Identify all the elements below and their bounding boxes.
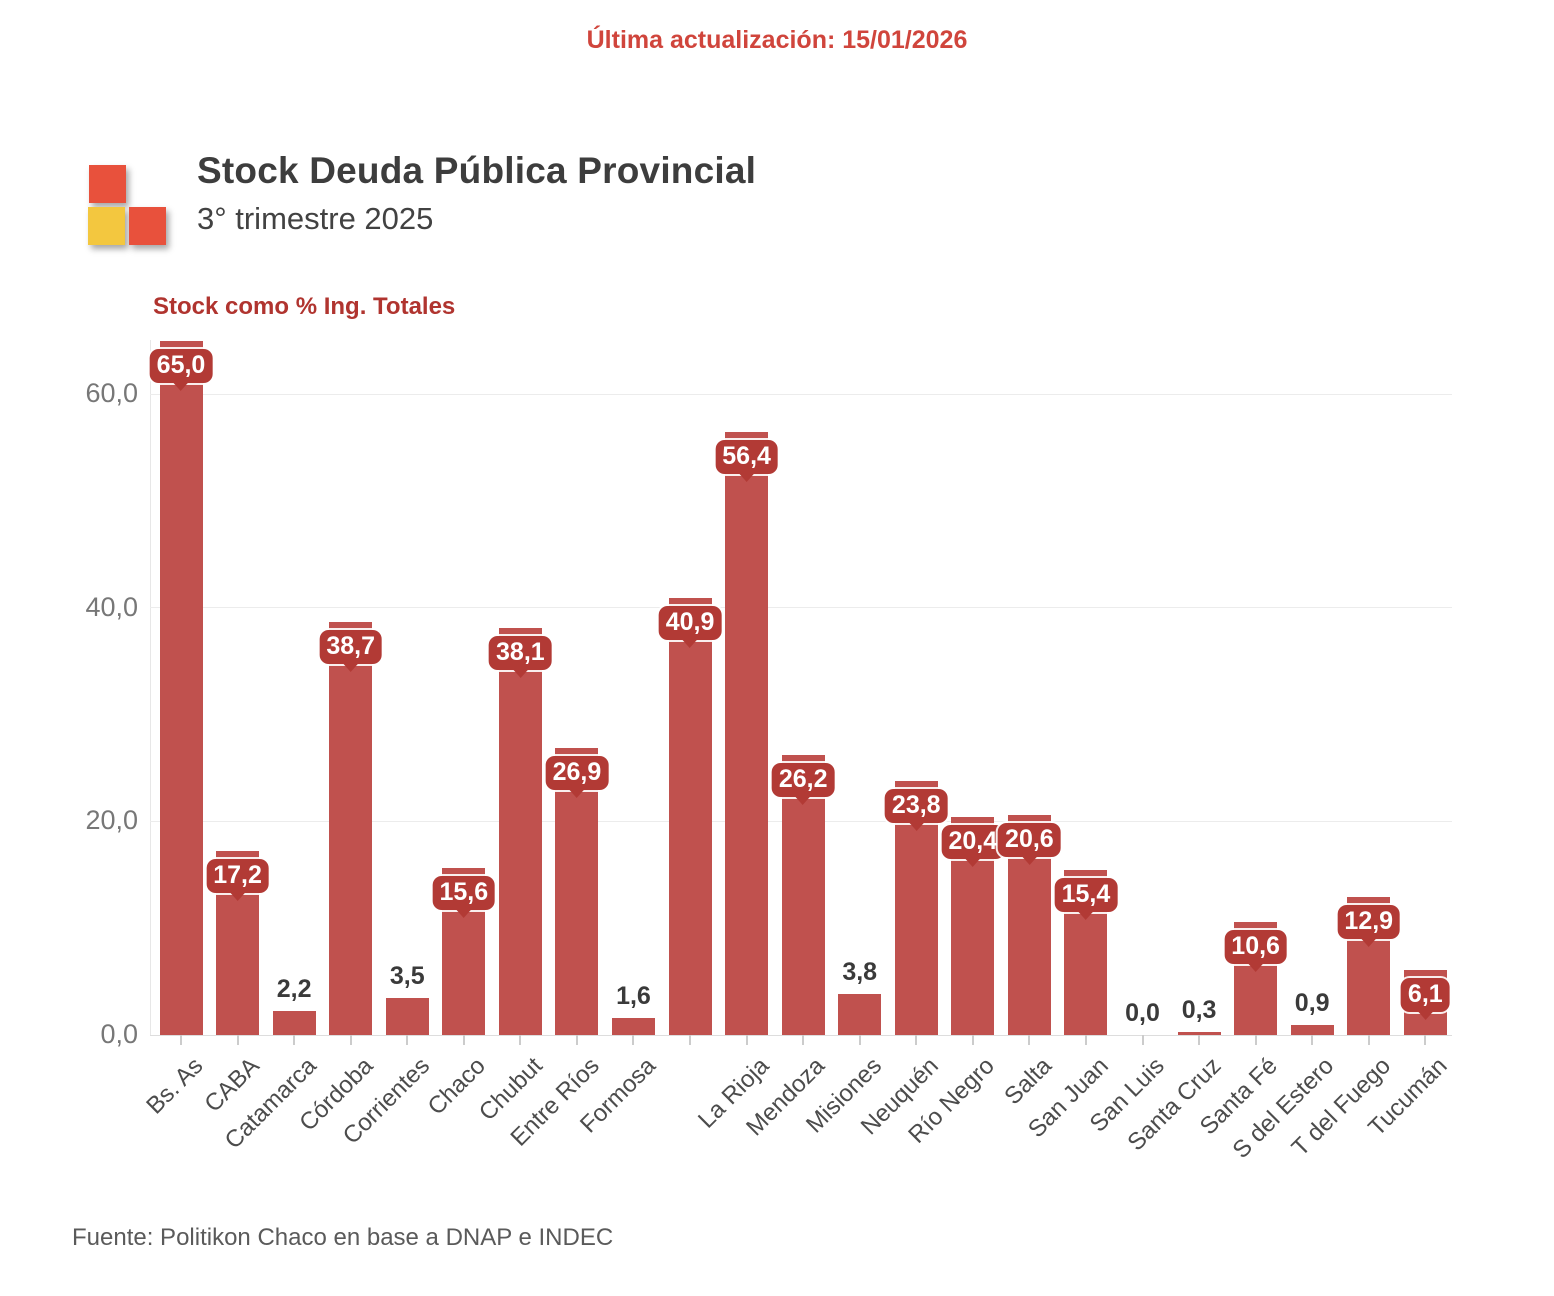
x-tick-mark bbox=[1254, 1035, 1257, 1045]
x-tick-mark bbox=[462, 1035, 465, 1045]
logo-square-yellow bbox=[88, 207, 125, 245]
y-axis-line bbox=[150, 340, 151, 1035]
x-tick-mark bbox=[1141, 1035, 1144, 1045]
value-label-pill: 15,6 bbox=[432, 876, 496, 911]
value-label-pill: 20,4 bbox=[941, 825, 1005, 860]
x-tick-mark bbox=[575, 1035, 578, 1045]
x-tick-mark bbox=[236, 1035, 239, 1045]
x-tick-mark bbox=[858, 1035, 861, 1045]
value-label: 2,2 bbox=[276, 975, 312, 1004]
bar-Formosa bbox=[611, 1017, 655, 1035]
logo-square-red-top bbox=[89, 165, 126, 203]
x-tick-mark bbox=[632, 1035, 635, 1045]
y-tick-label: 60,0 bbox=[85, 378, 138, 409]
x-tick-mark bbox=[1367, 1035, 1370, 1045]
bar-Chubut bbox=[498, 627, 542, 1035]
value-label-pill: 10,6 bbox=[1224, 929, 1287, 964]
last-update-text: Última actualización: 15/01/2026 bbox=[586, 26, 968, 54]
bar-unlabeled bbox=[668, 598, 712, 1035]
y-tick-label: 20,0 bbox=[85, 805, 138, 836]
value-label-pill: 56,4 bbox=[715, 440, 778, 475]
value-label: 0,3 bbox=[1181, 995, 1217, 1024]
value-label-pill: 26,2 bbox=[771, 763, 835, 798]
value-label: 1,6 bbox=[616, 981, 651, 1010]
chart-title: Stock como % Ing. Totales bbox=[153, 293, 456, 320]
x-tick-mark bbox=[180, 1035, 182, 1045]
value-label-pill: 26,9 bbox=[545, 755, 609, 790]
value-label-pill: 23,8 bbox=[884, 788, 948, 823]
x-tick-mark bbox=[915, 1035, 918, 1045]
gridline-y40 bbox=[150, 607, 1452, 609]
x-tick-label: Bs. As bbox=[141, 1052, 209, 1120]
value-label-pill: 38,7 bbox=[319, 629, 383, 664]
bar-S del Estero bbox=[1290, 1025, 1334, 1035]
value-label-pill: 12,9 bbox=[1337, 905, 1401, 940]
x-tick-mark bbox=[293, 1035, 296, 1045]
x-tick-mark bbox=[802, 1035, 805, 1045]
bar-Corrientes bbox=[385, 997, 429, 1035]
bar-chart-plot-area: 65,0 Bs. As 17,2 CABA 2,2 Catamarca 38,7 Córdob… bbox=[141, 340, 1453, 1164]
x-tick-mark bbox=[406, 1035, 409, 1045]
gridline-y60 bbox=[150, 393, 1452, 395]
politikon-logo bbox=[88, 163, 178, 253]
x-tick-mark bbox=[1311, 1035, 1314, 1045]
value-label: 0,9 bbox=[1294, 989, 1330, 1018]
source-note: Fuente: Politikon Chaco en base a DNAP e… bbox=[72, 1224, 614, 1251]
value-label-pill: 15,4 bbox=[1054, 878, 1118, 913]
x-tick-mark bbox=[1198, 1035, 1201, 1045]
x-tick-mark bbox=[1424, 1035, 1427, 1045]
x-tick-mark bbox=[1028, 1035, 1031, 1045]
y-tick-label: 40,0 bbox=[85, 591, 138, 622]
x-tick-mark bbox=[689, 1035, 692, 1045]
value-label-pill: 17,2 bbox=[206, 859, 269, 894]
page-title: Stock Deuda Pública Provincial bbox=[197, 150, 757, 191]
value-label: 0,0 bbox=[1125, 999, 1160, 1027]
page-subtitle: 3° trimestre 2025 bbox=[197, 201, 434, 236]
value-label-pill: 65,0 bbox=[149, 348, 213, 383]
logo-square-red-right bbox=[129, 207, 166, 245]
x-tick-mark bbox=[349, 1035, 352, 1045]
x-tick-mark bbox=[745, 1035, 748, 1045]
bar-Bs. As bbox=[159, 340, 203, 1035]
value-label-pill: 38,1 bbox=[489, 635, 552, 670]
x-tick-mark bbox=[971, 1035, 974, 1045]
value-label-pill: 6,1 bbox=[1400, 977, 1450, 1012]
x-tick-mark bbox=[519, 1035, 522, 1045]
value-label-pill: 20,6 bbox=[998, 822, 1061, 857]
bar-Catamarca bbox=[272, 1011, 316, 1035]
bar-Córdoba bbox=[329, 621, 373, 1035]
value-label: 3,8 bbox=[842, 958, 878, 987]
bar-La Rioja bbox=[725, 432, 769, 1035]
value-label-pill: 40,9 bbox=[658, 606, 722, 641]
bar-Misiones bbox=[838, 994, 882, 1035]
bar-Santa Cruz bbox=[1177, 1031, 1221, 1035]
value-label: 3,5 bbox=[389, 961, 425, 990]
x-tick-mark bbox=[1084, 1035, 1087, 1045]
y-tick-label: 0,0 bbox=[100, 1019, 138, 1049]
gridline-y0 bbox=[150, 1034, 1452, 1036]
